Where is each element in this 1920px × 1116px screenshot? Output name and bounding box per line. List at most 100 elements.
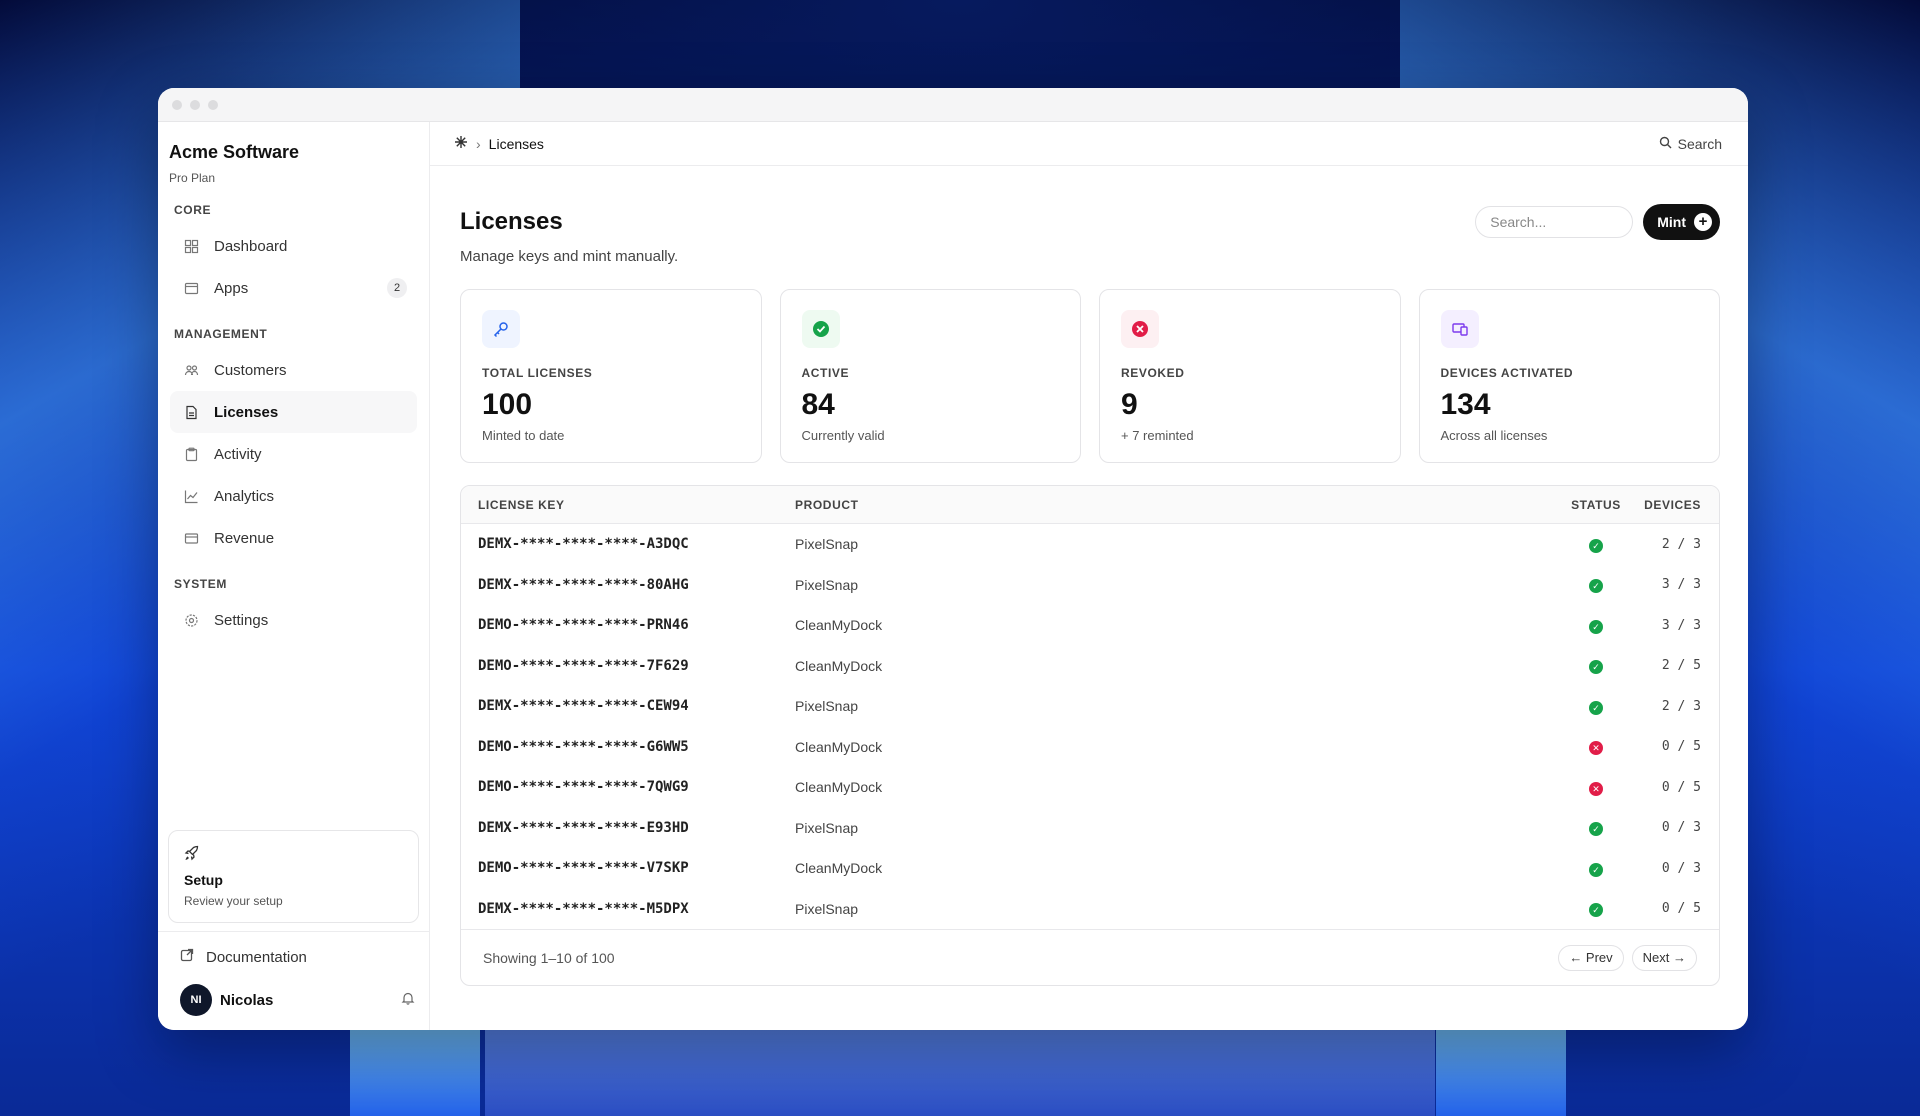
sidebar-item-label: Customers — [214, 361, 287, 379]
background-floor-middle — [485, 1030, 1435, 1116]
license-key: DEMX-****-****-****-E93HD — [478, 819, 689, 836]
x-circle-icon: ✕ — [1589, 781, 1603, 796]
app-window: Acme Software Pro Plan CORE Dashboard Apps… — [158, 88, 1748, 1030]
header-devices[interactable]: DEVICES — [1644, 497, 1701, 512]
asterisk-logo-icon[interactable] — [454, 135, 468, 152]
devices-count: 3 / 3 — [1661, 617, 1701, 633]
table-row[interactable]: DEMO-****-****-****-V7SKP CleanMyDock ✓ … — [461, 848, 1719, 889]
stat-card: ACTIVE 84 Currently valid — [779, 289, 1081, 463]
chart-icon — [182, 487, 200, 505]
mint-button[interactable]: Mint + — [1643, 204, 1720, 240]
check-circle-icon: ✓ — [1589, 822, 1603, 837]
page-subtitle: Manage keys and mint manually. — [460, 248, 679, 265]
brand: Acme Software Pro Plan — [158, 122, 429, 185]
license-key: DEMX-****-****-****-M5DPX — [478, 900, 689, 917]
nav-section-title: SYSTEM — [174, 577, 227, 591]
header-license-key[interactable]: LICENSE KEY — [478, 497, 565, 512]
stat-card: DEVICES ACTIVATED 134 Across all license… — [1418, 289, 1720, 463]
license-key: DEMX-****-****-****-CEW94 — [478, 698, 689, 715]
sidebar-item-label: Revenue — [214, 529, 275, 547]
product-name: PixelSnap — [795, 576, 859, 593]
header-status[interactable]: STATUS — [1571, 497, 1621, 512]
setup-card[interactable]: Setup Review your setup — [168, 830, 419, 923]
check-circle-icon: ✓ — [1589, 700, 1603, 715]
license-key: DEMX-****-****-****-A3DQC — [478, 536, 689, 553]
devices-icon — [1440, 310, 1479, 348]
devices-count: 0 / 5 — [1661, 901, 1701, 917]
documentation-label: Documentation — [206, 948, 307, 966]
stat-label: TOTAL LICENSES — [482, 366, 593, 380]
product-name: CleanMyDock — [795, 860, 883, 877]
external-link-icon — [180, 948, 194, 966]
next-page-button[interactable]: Next → — [1631, 944, 1697, 971]
sidebar-item-analytics[interactable]: Analytics — [170, 475, 417, 517]
table-header: LICENSE KEY PRODUCT STATUS DEVICES — [461, 486, 1719, 524]
license-key: DEMO-****-****-****-7F629 — [478, 657, 689, 674]
pagination-summary: Showing 1–10 of 100 — [483, 949, 615, 966]
table-row[interactable]: DEMO-****-****-****-PRN46 CleanMyDock ✓ … — [461, 605, 1719, 646]
license-key: DEMO-****-****-****-7QWG9 — [478, 779, 689, 796]
check-circle-icon: ✓ — [1589, 619, 1603, 634]
table-row[interactable]: DEMO-****-****-****-7QWG9 CleanMyDock ✕ … — [461, 767, 1719, 808]
window-close-dot[interactable] — [172, 99, 182, 110]
table-row[interactable]: DEMX-****-****-****-E93HD PixelSnap ✓ 0 … — [461, 808, 1719, 849]
status-cell: ✓ — [1561, 576, 1631, 594]
sidebar-item-settings[interactable]: Settings — [170, 599, 417, 641]
devices-count: 2 / 3 — [1661, 536, 1701, 552]
sidebar-item-dashboard[interactable]: Dashboard — [170, 225, 417, 267]
count-badge: 2 — [387, 278, 407, 298]
license-search-input[interactable] — [1475, 206, 1634, 238]
status-cell: ✓ — [1561, 819, 1631, 837]
check-circle-icon — [801, 310, 840, 348]
product-name: PixelSnap — [795, 819, 859, 836]
table-row[interactable]: DEMX-****-****-****-A3DQC PixelSnap ✓ 2 … — [461, 524, 1719, 565]
user-row[interactable]: NI Nicolas — [180, 984, 415, 1016]
sidebar-item-label: Activity — [214, 445, 262, 463]
table-body: DEMX-****-****-****-A3DQC PixelSnap ✓ 2 … — [461, 524, 1719, 929]
sidebar-item-apps[interactable]: Apps 2 — [170, 267, 417, 309]
status-cell: ✓ — [1561, 536, 1631, 553]
product-name: PixelSnap — [795, 698, 859, 715]
check-circle-icon: ✓ — [1589, 660, 1603, 675]
licenses-table: LICENSE KEY PRODUCT STATUS DEVICES DEMX-… — [460, 485, 1720, 986]
stat-subtitle: Across all licenses — [1440, 428, 1548, 443]
topbar-search-button[interactable]: Search — [1659, 136, 1722, 152]
breadcrumb-separator: › — [476, 135, 481, 152]
status-cell: ✓ — [1561, 860, 1631, 877]
stat-subtitle: + 7 reminted — [1121, 428, 1194, 443]
table-row[interactable]: DEMO-****-****-****-7F629 CleanMyDock ✓ … — [461, 646, 1719, 687]
table-row[interactable]: DEMO-****-****-****-G6WW5 CleanMyDock ✕ … — [461, 727, 1719, 768]
topbar-search-label: Search — [1677, 135, 1722, 152]
bell-icon[interactable] — [401, 991, 415, 1010]
check-circle-icon: ✓ — [1589, 862, 1603, 877]
product-name: PixelSnap — [795, 900, 859, 917]
license-key: DEMX-****-****-****-80AHG — [478, 576, 689, 593]
sidebar-item-licenses[interactable]: Licenses — [170, 391, 417, 433]
window-minimize-dot[interactable] — [190, 99, 200, 110]
window-zoom-dot[interactable] — [208, 99, 218, 110]
key-icon — [482, 310, 520, 348]
license-key: DEMO-****-****-****-PRN46 — [478, 617, 689, 634]
sidebar-item-customers[interactable]: Customers — [170, 349, 417, 391]
stats-row: TOTAL LICENSES 100 Minted to date ACTIVE… — [460, 289, 1720, 463]
header-product[interactable]: PRODUCT — [795, 497, 859, 512]
table-row[interactable]: DEMX-****-****-****-CEW94 PixelSnap ✓ 2 … — [461, 686, 1719, 727]
card-icon — [182, 529, 200, 547]
sidebar-item-activity[interactable]: Activity — [170, 433, 417, 475]
prev-page-button[interactable]: ← Prev — [1558, 944, 1624, 971]
product-name: CleanMyDock — [795, 657, 883, 674]
sidebar-item-revenue[interactable]: Revenue — [170, 517, 417, 559]
devices-count: 2 / 3 — [1661, 698, 1701, 714]
stat-card: REVOKED 9 + 7 reminted — [1099, 289, 1401, 463]
documentation-link[interactable]: Documentation — [180, 948, 415, 966]
plus-icon: + — [1694, 213, 1712, 231]
brand-plan: Pro Plan — [169, 171, 216, 185]
search-icon — [1659, 136, 1672, 152]
license-key: DEMO-****-****-****-G6WW5 — [478, 738, 689, 755]
table-row[interactable]: DEMX-****-****-****-80AHG PixelSnap ✓ 3 … — [461, 565, 1719, 606]
rocket-icon — [184, 845, 200, 865]
product-name: CleanMyDock — [795, 617, 883, 634]
table-row[interactable]: DEMX-****-****-****-M5DPX PixelSnap ✓ 0 … — [461, 889, 1719, 930]
x-circle-icon — [1121, 310, 1159, 348]
breadcrumb-current: Licenses — [488, 135, 544, 152]
